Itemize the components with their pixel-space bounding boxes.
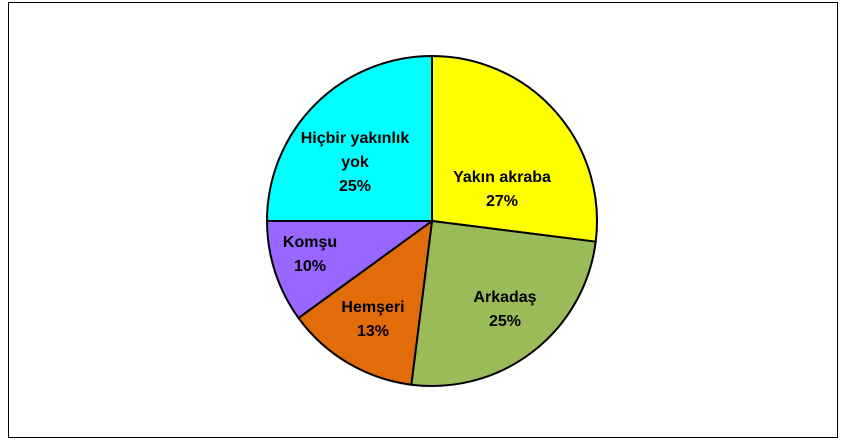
- value-label: 25%: [338, 178, 372, 195]
- category-label: Komşu: [282, 234, 338, 251]
- value-label: 25%: [488, 313, 522, 330]
- slice-label: Arkadaş 25%: [473, 286, 536, 334]
- slice-label: Yakın akraba 27%: [453, 166, 551, 214]
- slice-label: Hiçbir yakınlık yok 25%: [299, 127, 411, 199]
- pie-slice: [431, 54, 598, 243]
- pie-slice: [265, 54, 433, 222]
- category-label: Arkadaş: [473, 289, 537, 306]
- pie-slice: [265, 220, 436, 320]
- value-label: 27%: [485, 193, 519, 210]
- category-label: Yakın akraba: [453, 169, 551, 186]
- slice-label: Komşu 10%: [283, 231, 337, 279]
- slice-label: Hemşeri 13%: [341, 296, 404, 344]
- category-label: Hemşeri: [341, 299, 405, 316]
- category-label: Hiçbir yakınlık yok: [300, 130, 410, 171]
- pie-slice: [297, 218, 434, 386]
- value-label: 13%: [356, 323, 390, 340]
- value-label: 10%: [293, 258, 327, 275]
- pie-slice: [410, 219, 597, 387]
